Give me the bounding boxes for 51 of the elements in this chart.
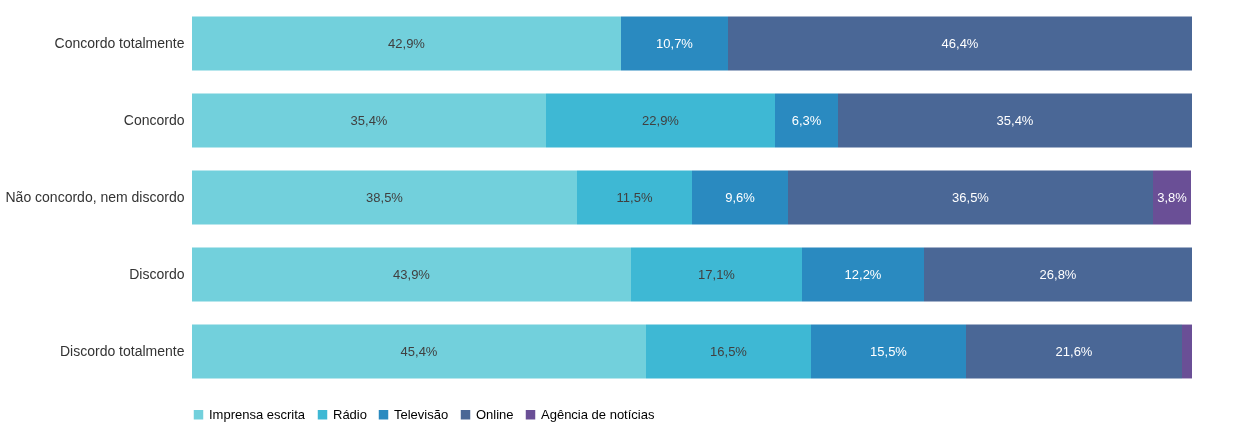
data-label: 43,9% bbox=[393, 266, 431, 282]
data-label: 35,4% bbox=[350, 112, 388, 128]
data-label: 12,2% bbox=[844, 266, 882, 282]
bar bbox=[192, 170, 577, 225]
data-label: 26,8% bbox=[1039, 266, 1077, 282]
y-tick-label: Discordo bbox=[129, 265, 185, 282]
data-label: 16,5% bbox=[710, 343, 748, 359]
bar bbox=[192, 16, 621, 71]
bar bbox=[621, 16, 728, 71]
bar bbox=[192, 247, 631, 302]
data-label: 42,9% bbox=[388, 35, 426, 51]
data-label: 15,5% bbox=[870, 343, 908, 359]
bar bbox=[966, 324, 1182, 379]
data-label: 36,5% bbox=[952, 189, 990, 205]
data-label: 10,7% bbox=[656, 35, 694, 51]
bar bbox=[631, 247, 802, 302]
data-label: 17,1% bbox=[698, 266, 736, 282]
bar bbox=[802, 247, 924, 302]
bar bbox=[775, 93, 838, 148]
legend-label: Rádio bbox=[333, 406, 367, 422]
bar bbox=[192, 93, 546, 148]
data-label: 22,9% bbox=[642, 112, 680, 128]
legend-label: Imprensa escrita bbox=[209, 406, 306, 422]
data-label: 46,4% bbox=[941, 35, 979, 51]
data-label: 9,6% bbox=[725, 189, 756, 205]
y-tick-label: Concordo totalmente bbox=[54, 34, 185, 51]
bar bbox=[192, 324, 646, 379]
bar bbox=[546, 93, 775, 148]
bar bbox=[788, 170, 1153, 225]
data-label: 38,5% bbox=[366, 189, 404, 205]
y-tick-label: Não concordo, nem discordo bbox=[5, 188, 185, 205]
data-label: 3,8% bbox=[1157, 189, 1188, 205]
legend-label: Online bbox=[476, 406, 514, 422]
bar bbox=[692, 170, 788, 225]
y-tick-label: Discordo totalmente bbox=[59, 342, 185, 359]
bar bbox=[838, 93, 1192, 148]
legend-label: Agência de notícias bbox=[541, 406, 655, 422]
bar bbox=[1182, 324, 1192, 379]
y-tick-label: Concordo bbox=[123, 111, 185, 128]
bar bbox=[924, 247, 1192, 302]
data-label: 6,3% bbox=[791, 112, 822, 128]
bar bbox=[811, 324, 966, 379]
bar bbox=[577, 170, 692, 225]
bar bbox=[1153, 170, 1191, 225]
data-label: 21,6% bbox=[1055, 343, 1093, 359]
data-label: 35,4% bbox=[996, 112, 1034, 128]
data-label: 45,4% bbox=[400, 343, 438, 359]
bar bbox=[728, 16, 1192, 71]
data-label: 11,5% bbox=[616, 189, 653, 205]
legend-label: Televisão bbox=[394, 406, 449, 422]
bar bbox=[646, 324, 811, 379]
